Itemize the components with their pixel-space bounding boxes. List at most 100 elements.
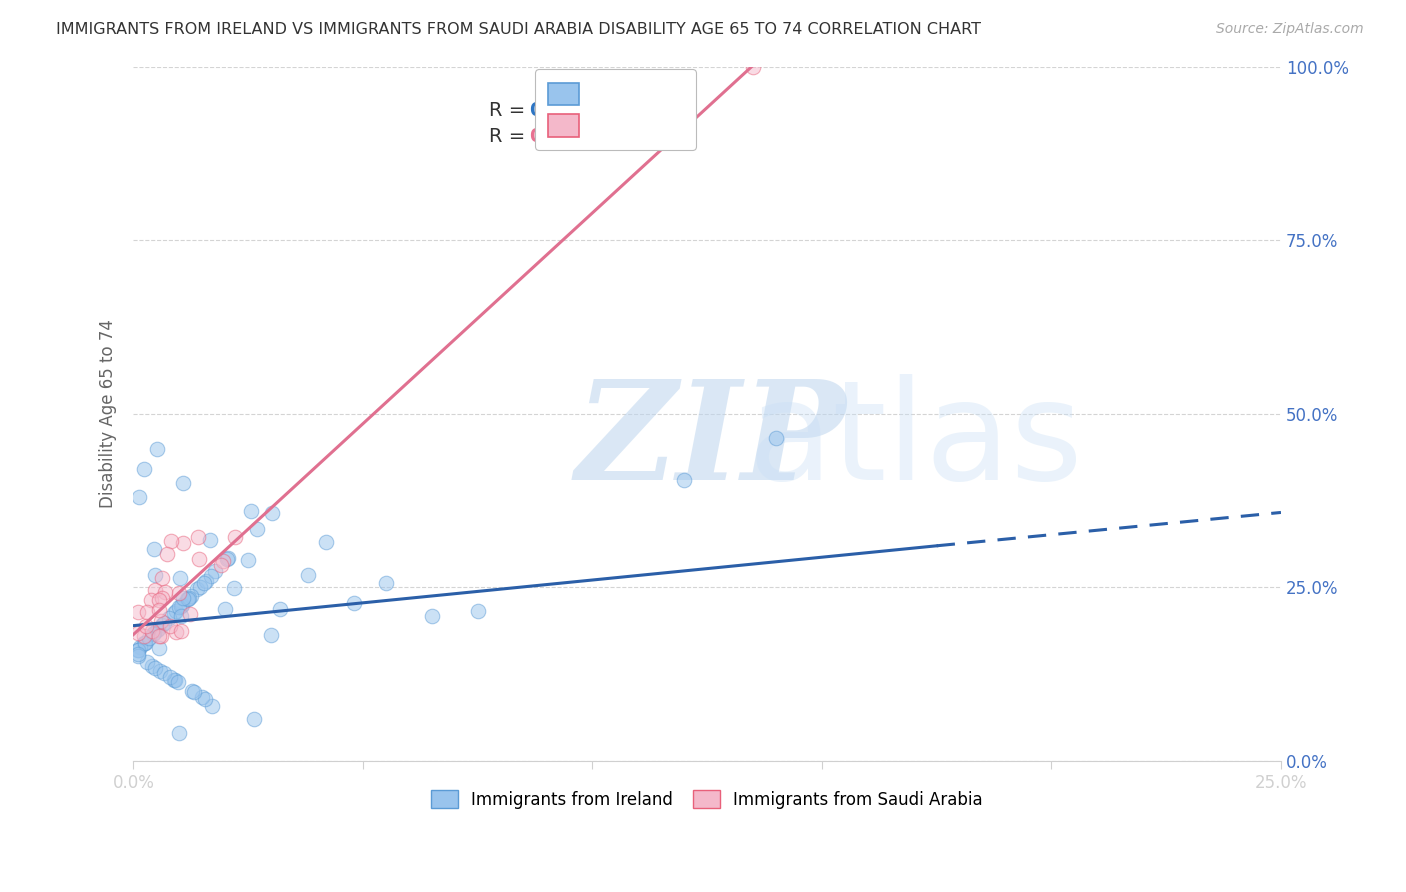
Text: IMMIGRANTS FROM IRELAND VS IMMIGRANTS FROM SAUDI ARABIA DISABILITY AGE 65 TO 74 : IMMIGRANTS FROM IRELAND VS IMMIGRANTS FR… [56, 22, 981, 37]
Point [149, 664, 172, 678]
Point [217, 550, 239, 565]
Point [127, 643, 149, 657]
Point [262, 507, 284, 521]
Point [188, 580, 211, 594]
Point [187, 530, 209, 544]
Point [159, 619, 181, 633]
Point [153, 666, 176, 681]
Point [180, 589, 202, 603]
Point [343, 596, 366, 610]
Point [224, 530, 246, 544]
Point [193, 691, 215, 706]
Point [132, 629, 155, 643]
Point [149, 614, 172, 628]
Point [127, 647, 149, 661]
Point [172, 476, 194, 491]
Point [177, 591, 200, 605]
Point [148, 641, 170, 656]
Text: N =: N = [585, 101, 640, 120]
Point [142, 626, 165, 640]
Point [165, 624, 187, 639]
Point [165, 673, 187, 688]
Point [135, 656, 157, 670]
Point [155, 584, 177, 599]
Point [673, 473, 696, 487]
Point [215, 552, 238, 566]
Point [169, 586, 191, 600]
Point [134, 635, 156, 649]
Point [148, 593, 170, 607]
Point [260, 628, 283, 642]
Point [172, 535, 194, 549]
Point [214, 602, 236, 616]
Point [169, 571, 191, 585]
Point [163, 606, 186, 620]
Point [152, 617, 174, 632]
Point [186, 582, 208, 596]
Point [243, 713, 266, 727]
Point [179, 607, 201, 622]
Point [170, 624, 193, 638]
Point [149, 629, 172, 643]
Point [165, 604, 187, 618]
Point [765, 431, 787, 445]
Text: atlas: atlas [748, 374, 1083, 509]
Text: N =: N = [585, 127, 640, 145]
Point [194, 574, 217, 588]
Point [127, 626, 149, 640]
Text: Source: ZipAtlas.com: Source: ZipAtlas.com [1216, 22, 1364, 37]
Point [146, 623, 169, 637]
Point [246, 522, 269, 536]
Point [200, 568, 222, 582]
Legend: Immigrants from Ireland, Immigrants from Saudi Arabia: Immigrants from Ireland, Immigrants from… [425, 783, 990, 815]
Point [167, 675, 190, 690]
Point [420, 609, 443, 624]
Text: R =: R = [489, 101, 531, 120]
Point [146, 442, 169, 456]
Point [134, 636, 156, 650]
Point [212, 553, 235, 567]
Point [142, 542, 165, 557]
Point [134, 636, 156, 650]
Point [155, 547, 177, 561]
Point [143, 582, 166, 597]
Point [141, 592, 163, 607]
Point [374, 576, 396, 591]
Point [188, 552, 211, 566]
Point [143, 626, 166, 640]
Point [160, 534, 183, 549]
Text: 30: 30 [633, 127, 659, 145]
Point [170, 598, 193, 612]
Point [148, 629, 170, 643]
Point [191, 690, 214, 704]
Point [269, 602, 291, 616]
Point [180, 683, 202, 698]
Point [129, 640, 152, 655]
Point [134, 462, 156, 476]
Point [169, 609, 191, 624]
Point [152, 616, 174, 631]
Point [183, 685, 205, 699]
Point [146, 623, 169, 637]
Point [157, 610, 180, 624]
Point [143, 660, 166, 674]
Point [193, 575, 215, 590]
Point [127, 605, 149, 619]
Point [236, 552, 259, 566]
Text: 0.881: 0.881 [529, 127, 591, 145]
Point [167, 726, 190, 740]
Point [127, 643, 149, 657]
Point [204, 564, 226, 578]
Point [198, 533, 221, 547]
Point [297, 568, 319, 582]
Point [172, 591, 194, 605]
Point [138, 632, 160, 646]
Point [211, 558, 233, 572]
Point [143, 567, 166, 582]
Point [159, 670, 181, 684]
Point [148, 603, 170, 617]
Text: ZIP: ZIP [575, 375, 846, 508]
Point [239, 504, 262, 518]
Text: 0.134: 0.134 [529, 101, 591, 120]
Point [224, 581, 246, 595]
